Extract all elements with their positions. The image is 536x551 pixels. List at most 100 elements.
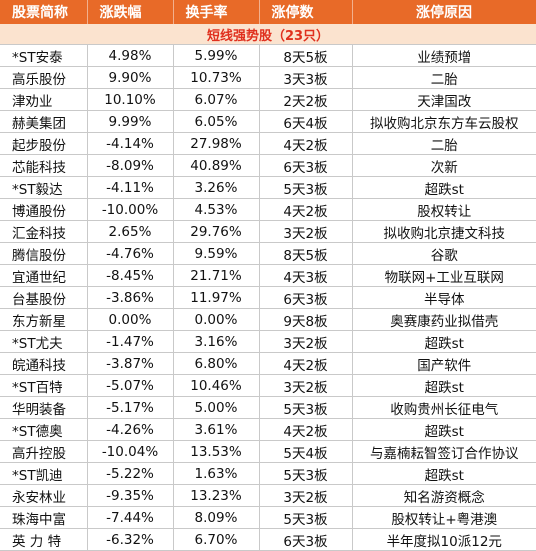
cell-change-pct: -4.26%: [87, 418, 174, 441]
table-row: 芯能科技 -8.09% 40.89% 6天3板 次新: [0, 154, 536, 177]
cell-change-pct: -5.17%: [87, 396, 174, 419]
table-row: 宜通世纪 -8.45% 21.71% 4天3板 物联网+工业互联网: [0, 264, 536, 287]
header-stock-name: 股票简称: [0, 0, 88, 24]
table-row: 博通股份 -10.00% 4.53% 4天2板 股权转让: [0, 198, 536, 221]
cell-change-pct: -8.45%: [87, 264, 174, 287]
subtitle: 短线强势股（23只）: [0, 24, 536, 45]
cell-limit-up-count: 5天3板: [259, 462, 353, 485]
cell-turnover-rate: 3.26%: [173, 176, 260, 199]
cell-limit-up-reason: 天津国改: [352, 88, 536, 111]
cell-turnover-rate: 0.00%: [173, 308, 260, 331]
cell-limit-up-count: 5天3板: [259, 396, 353, 419]
cell-stock-name: 博通股份: [0, 198, 88, 221]
cell-stock-name: 起步股份: [0, 132, 88, 155]
cell-stock-name: 高升控股: [0, 440, 88, 463]
cell-stock-name: 皖通科技: [0, 352, 88, 375]
cell-limit-up-reason: 超跌st: [352, 418, 536, 441]
table-row: 华明装备 -5.17% 5.00% 5天3板 收购贵州长征电气: [0, 396, 536, 419]
cell-limit-up-count: 8天5板: [259, 242, 353, 265]
cell-limit-up-count: 9天8板: [259, 308, 353, 331]
cell-limit-up-reason: 半年度拟10派12元: [352, 528, 536, 551]
cell-turnover-rate: 6.80%: [173, 352, 260, 375]
cell-stock-name: 永安林业: [0, 484, 88, 507]
cell-stock-name: *ST百特: [0, 374, 88, 397]
cell-turnover-rate: 10.73%: [173, 66, 260, 89]
cell-change-pct: -3.86%: [87, 286, 174, 309]
subtitle-row: 短线强势股（23只）: [0, 24, 536, 45]
table-row: 汇金科技 2.65% 29.76% 3天2板 拟收购北京捷文科技: [0, 220, 536, 243]
cell-change-pct: 4.98%: [87, 44, 174, 67]
cell-change-pct: -6.32%: [87, 528, 174, 551]
cell-limit-up-reason: 超跌st: [352, 176, 536, 199]
cell-limit-up-reason: 二胎: [352, 66, 536, 89]
cell-stock-name: 东方新星: [0, 308, 88, 331]
cell-stock-name: 高乐股份: [0, 66, 88, 89]
cell-limit-up-reason: 股权转让+粤港澳: [352, 506, 536, 529]
cell-turnover-rate: 3.16%: [173, 330, 260, 353]
cell-limit-up-reason: 拟收购北京东方车云股权: [352, 110, 536, 133]
cell-turnover-rate: 6.05%: [173, 110, 260, 133]
table-row: 起步股份 -4.14% 27.98% 4天2板 二胎: [0, 132, 536, 155]
cell-limit-up-count: 6天3板: [259, 154, 353, 177]
cell-limit-up-reason: 物联网+工业互联网: [352, 264, 536, 287]
cell-limit-up-reason: 与嘉楠耘智签订合作协议: [352, 440, 536, 463]
cell-stock-name: 台基股份: [0, 286, 88, 309]
cell-limit-up-count: 6天3板: [259, 528, 353, 551]
cell-turnover-rate: 3.61%: [173, 418, 260, 441]
cell-stock-name: 赫美集团: [0, 110, 88, 133]
table-row: 高乐股份 9.90% 10.73% 3天3板 二胎: [0, 66, 536, 89]
cell-stock-name: 华明装备: [0, 396, 88, 419]
cell-turnover-rate: 4.53%: [173, 198, 260, 221]
table-row: *ST毅达 -4.11% 3.26% 5天3板 超跌st: [0, 176, 536, 199]
cell-limit-up-count: 4天2板: [259, 352, 353, 375]
header-row: 股票简称 涨跌幅 换手率 涨停数 涨停原因: [0, 0, 536, 24]
cell-limit-up-count: 3天2板: [259, 484, 353, 507]
cell-stock-name: 英 力 特: [0, 528, 88, 551]
table-row: 东方新星 0.00% 0.00% 9天8板 奥赛康药业拟借壳: [0, 308, 536, 331]
cell-change-pct: -8.09%: [87, 154, 174, 177]
cell-limit-up-count: 5天3板: [259, 176, 353, 199]
table-row: 皖通科技 -3.87% 6.80% 4天2板 国产软件: [0, 352, 536, 375]
table-row: *ST安泰 4.98% 5.99% 8天5板 业绩预增: [0, 44, 536, 67]
cell-limit-up-count: 6天3板: [259, 286, 353, 309]
cell-change-pct: -10.04%: [87, 440, 174, 463]
cell-change-pct: -4.11%: [87, 176, 174, 199]
cell-limit-up-count: 5天4板: [259, 440, 353, 463]
header-change-pct: 涨跌幅: [87, 0, 174, 24]
cell-stock-name: *ST毅达: [0, 176, 88, 199]
table-row: 津劝业 10.10% 6.07% 2天2板 天津国改: [0, 88, 536, 111]
cell-limit-up-count: 4天2板: [259, 198, 353, 221]
cell-limit-up-count: 6天4板: [259, 110, 353, 133]
cell-limit-up-reason: 业绩预增: [352, 44, 536, 67]
header-limit-up-count: 涨停数: [259, 0, 353, 24]
cell-stock-name: 腾信股份: [0, 242, 88, 265]
table-row: 珠海中富 -7.44% 8.09% 5天3板 股权转让+粤港澳: [0, 506, 536, 529]
cell-turnover-rate: 13.53%: [173, 440, 260, 463]
cell-change-pct: 9.90%: [87, 66, 174, 89]
table-row: 台基股份 -3.86% 11.97% 6天3板 半导体: [0, 286, 536, 309]
cell-limit-up-reason: 超跌st: [352, 462, 536, 485]
cell-turnover-rate: 9.59%: [173, 242, 260, 265]
cell-change-pct: -7.44%: [87, 506, 174, 529]
cell-stock-name: *ST德奥: [0, 418, 88, 441]
cell-limit-up-count: 8天5板: [259, 44, 353, 67]
table-row: *ST凯迪 -5.22% 1.63% 5天3板 超跌st: [0, 462, 536, 485]
cell-limit-up-reason: 收购贵州长征电气: [352, 396, 536, 419]
cell-stock-name: *ST安泰: [0, 44, 88, 67]
cell-change-pct: 10.10%: [87, 88, 174, 111]
cell-change-pct: 0.00%: [87, 308, 174, 331]
cell-stock-name: *ST尤夫: [0, 330, 88, 353]
cell-change-pct: -4.76%: [87, 242, 174, 265]
table-row: 赫美集团 9.99% 6.05% 6天4板 拟收购北京东方车云股权: [0, 110, 536, 133]
cell-change-pct: -10.00%: [87, 198, 174, 221]
cell-turnover-rate: 21.71%: [173, 264, 260, 287]
table-row: 英 力 特 -6.32% 6.70% 6天3板 半年度拟10派12元: [0, 528, 536, 551]
cell-turnover-rate: 5.99%: [173, 44, 260, 67]
cell-turnover-rate: 8.09%: [173, 506, 260, 529]
cell-turnover-rate: 6.07%: [173, 88, 260, 111]
table-row: 腾信股份 -4.76% 9.59% 8天5板 谷歌: [0, 242, 536, 265]
cell-limit-up-reason: 次新: [352, 154, 536, 177]
cell-limit-up-reason: 超跌st: [352, 374, 536, 397]
cell-stock-name: *ST凯迪: [0, 462, 88, 485]
cell-turnover-rate: 5.00%: [173, 396, 260, 419]
